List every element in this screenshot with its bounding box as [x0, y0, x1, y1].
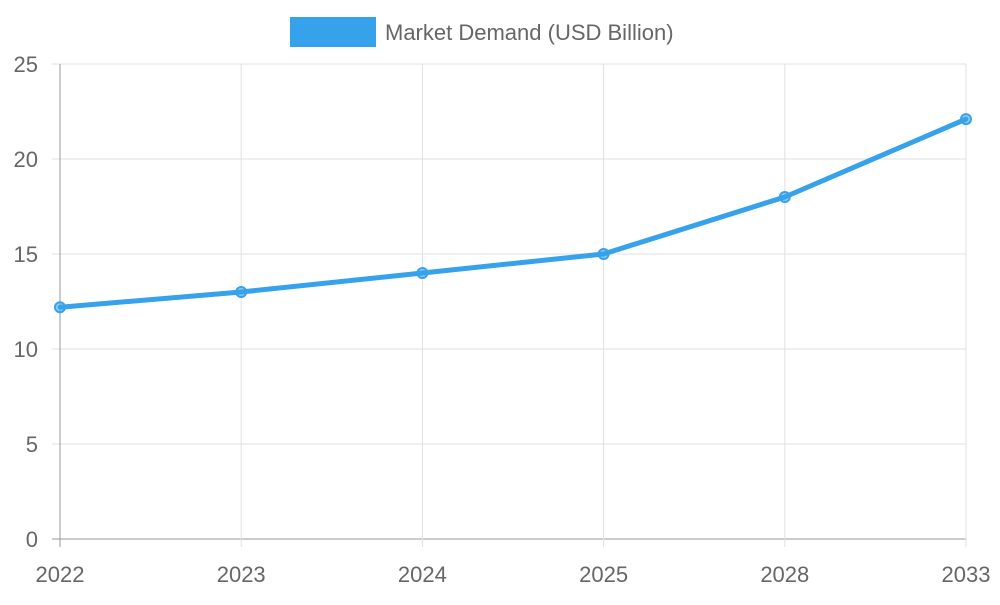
data-point — [416, 267, 429, 279]
data-point — [235, 286, 248, 298]
x-tick-label: 2028 — [760, 562, 809, 587]
y-tick-label: 5 — [26, 432, 38, 457]
data-point — [778, 191, 791, 203]
x-tick-label: 2033 — [942, 562, 991, 587]
x-tick-label: 2025 — [579, 562, 628, 587]
x-tick-label: 2022 — [36, 562, 85, 587]
x-tick-label: 2024 — [398, 562, 447, 587]
legend-label: Market Demand (USD Billion) — [385, 20, 674, 45]
data-point — [960, 113, 972, 126]
series-line — [57, 116, 969, 310]
grid — [52, 63, 967, 547]
y-tick-label: 15 — [14, 242, 38, 267]
y-tick-label: 0 — [26, 527, 38, 552]
legend-swatch — [290, 17, 376, 47]
legend[interactable]: Market Demand (USD Billion) — [290, 17, 674, 47]
y-tick-label: 25 — [14, 52, 38, 77]
x-tick-label: 2023 — [217, 562, 266, 587]
y-tick-label: 20 — [14, 147, 38, 172]
data-point — [54, 301, 66, 314]
series — [54, 113, 972, 314]
data-point — [597, 248, 610, 260]
y-tick-label: 10 — [14, 337, 38, 362]
